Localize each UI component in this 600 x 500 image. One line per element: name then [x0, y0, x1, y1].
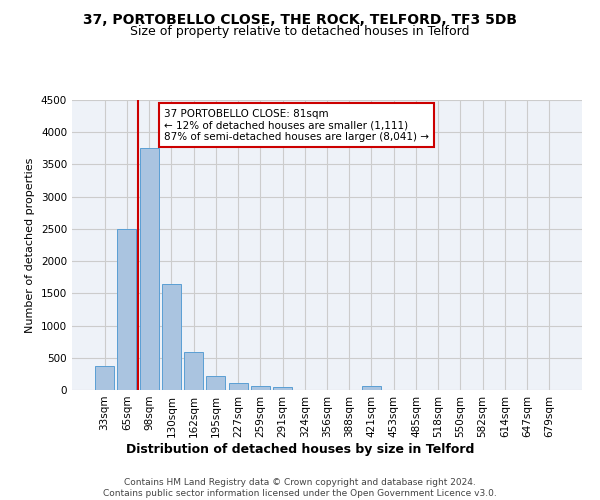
Y-axis label: Number of detached properties: Number of detached properties	[25, 158, 35, 332]
Bar	[251, 386, 270, 390]
Bar	[206, 376, 225, 390]
Bar	[273, 388, 292, 390]
Text: 37 PORTOBELLO CLOSE: 81sqm
← 12% of detached houses are smaller (1,111)
87% of s: 37 PORTOBELLO CLOSE: 81sqm ← 12% of deta…	[164, 108, 429, 142]
Bar	[162, 284, 181, 390]
Bar	[95, 366, 114, 390]
Bar	[184, 352, 203, 390]
Text: Contains HM Land Registry data © Crown copyright and database right 2024.
Contai: Contains HM Land Registry data © Crown c…	[103, 478, 497, 498]
Bar	[118, 229, 136, 390]
Bar	[140, 148, 158, 390]
Bar	[362, 386, 381, 390]
Text: 37, PORTOBELLO CLOSE, THE ROCK, TELFORD, TF3 5DB: 37, PORTOBELLO CLOSE, THE ROCK, TELFORD,…	[83, 12, 517, 26]
Bar	[229, 383, 248, 390]
Text: Size of property relative to detached houses in Telford: Size of property relative to detached ho…	[130, 25, 470, 38]
Text: Distribution of detached houses by size in Telford: Distribution of detached houses by size …	[126, 442, 474, 456]
